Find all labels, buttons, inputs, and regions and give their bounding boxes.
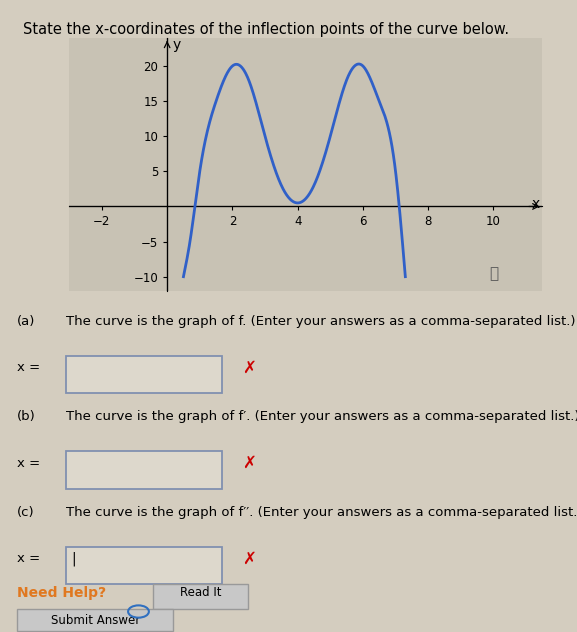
Text: ⓘ: ⓘ: [489, 265, 498, 281]
Text: x =: x =: [17, 552, 40, 565]
FancyBboxPatch shape: [66, 356, 222, 393]
Text: The curve is the graph of f′′. (Enter your answers as a comma-separated list.): The curve is the graph of f′′. (Enter yo…: [66, 506, 577, 519]
Text: Submit Answer: Submit Answer: [51, 614, 140, 626]
Text: |: |: [71, 551, 76, 566]
FancyBboxPatch shape: [153, 583, 248, 609]
Text: Read It: Read It: [180, 586, 221, 599]
Text: The curve is the graph of f. (Enter your answers as a comma-separated list.): The curve is the graph of f. (Enter your…: [66, 315, 576, 327]
Text: x: x: [532, 197, 540, 211]
FancyBboxPatch shape: [66, 547, 222, 584]
Text: x =: x =: [17, 361, 40, 374]
FancyBboxPatch shape: [17, 609, 173, 631]
Text: ✗: ✗: [242, 358, 256, 377]
Text: (b): (b): [17, 410, 36, 423]
Text: y: y: [173, 38, 181, 52]
Text: (a): (a): [17, 315, 36, 327]
Text: Need Help?: Need Help?: [17, 586, 106, 600]
Text: x =: x =: [17, 456, 40, 470]
Text: ✗: ✗: [242, 550, 256, 568]
Text: The curve is the graph of f′. (Enter your answers as a comma-separated list.): The curve is the graph of f′. (Enter you…: [66, 410, 577, 423]
Text: ✗: ✗: [242, 454, 256, 472]
Text: (c): (c): [17, 506, 35, 519]
Text: State the x-coordinates of the inflection points of the curve below.: State the x-coordinates of the inflectio…: [23, 22, 509, 37]
FancyBboxPatch shape: [66, 451, 222, 489]
